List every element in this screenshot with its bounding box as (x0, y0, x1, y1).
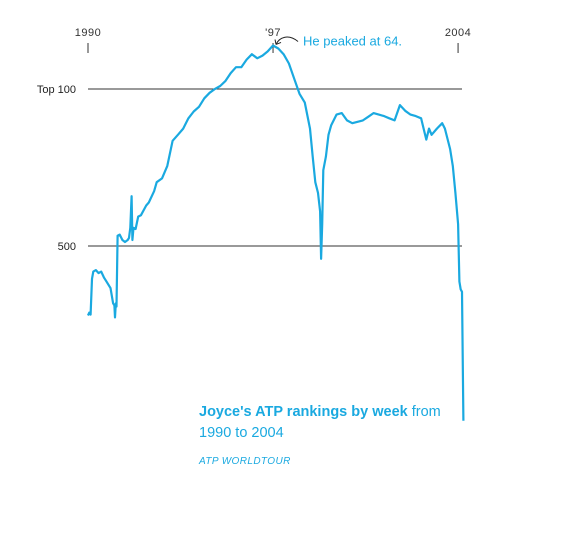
chart-caption: Joyce's ATP rankings by week from 1990 t… (199, 402, 459, 444)
caption-title-rest: from 1990 to 2004 (199, 404, 441, 441)
source-label: ATP WORLDTOUR (199, 456, 291, 467)
annotation-arrow (274, 36, 299, 45)
caption-title-bold: Joyce's ATP rankings by week (199, 404, 408, 420)
reference-line-label: 500 (58, 241, 76, 253)
ranking-series-line (86, 44, 465, 421)
peak-annotation: He peaked at 64. (274, 33, 402, 48)
reference-line-label: Top 100 (37, 84, 76, 96)
reference-lines: Top 100 500 (37, 84, 462, 253)
x-tick-label: '97 (265, 27, 281, 39)
x-tick-label: 2004 (445, 27, 471, 39)
annotation-text: He peaked at 64. (303, 33, 402, 48)
x-tick-label: 1990 (75, 27, 101, 39)
x-axis-ticks: 1990 '97 2004 (75, 27, 471, 53)
